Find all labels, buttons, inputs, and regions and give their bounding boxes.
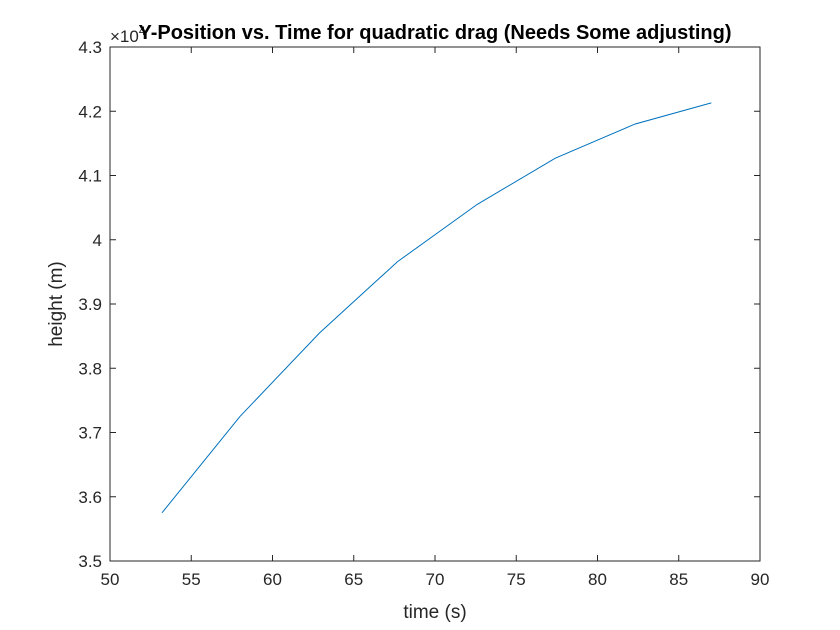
y-exponent-base: ×10	[110, 27, 139, 46]
x-tick-label: 75	[507, 570, 526, 589]
y-tick-label: 3.9	[78, 295, 102, 314]
plot-area	[109, 46, 761, 562]
y-tick-label: 3.8	[78, 359, 102, 378]
x-tick-label: 85	[669, 570, 688, 589]
x-tick-label: 55	[182, 570, 201, 589]
series-layer	[161, 102, 712, 514]
x-axis-label: time (s)	[403, 602, 466, 623]
series-line	[161, 102, 712, 514]
x-tick-label: 90	[751, 570, 770, 589]
y-tick-label: 4	[93, 231, 102, 250]
y-tick-label: 3.5	[78, 552, 102, 571]
x-tick-label: 80	[588, 570, 607, 589]
x-axis: 50 55 60 65 70 75 80 85 90	[101, 47, 770, 589]
y-tick-label: 4.3	[78, 38, 102, 57]
y-tick-label: 3.6	[78, 488, 102, 507]
x-tick-label: 60	[263, 570, 282, 589]
x-tick-label: 65	[344, 570, 363, 589]
y-tick-label: 3.7	[78, 424, 102, 443]
x-tick-label: 50	[101, 570, 120, 589]
y-tick-label: 4.1	[78, 167, 102, 186]
x-tick-label: 70	[426, 570, 445, 589]
y-axis-label: height (m)	[46, 261, 67, 347]
y-exponent-power: 4	[139, 24, 146, 38]
y-tick-label: 4.2	[78, 102, 102, 121]
y-exponent-label: ×104	[110, 24, 146, 46]
chart-title: Y-Position vs. Time for quadratic drag (…	[138, 22, 731, 44]
y-axis: 3.5 3.6 3.7 3.8 3.9 4 4.1 4.2 4.3	[78, 38, 760, 571]
